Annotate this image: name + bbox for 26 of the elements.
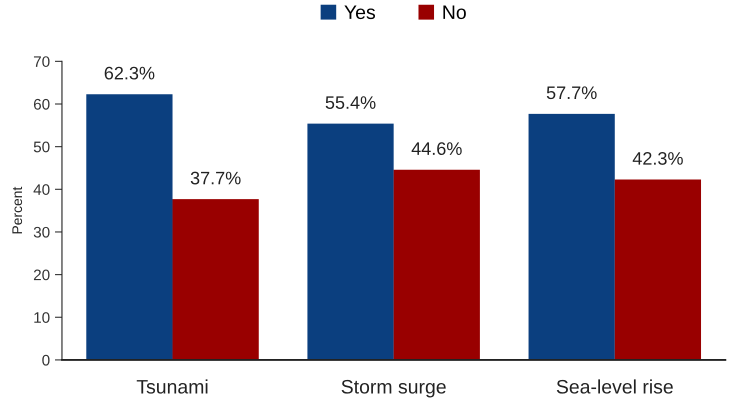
y-tick-label: 30: [34, 226, 50, 238]
y-tick-label: 20: [34, 269, 50, 280]
bar: [172, 199, 259, 360]
bar: [307, 124, 394, 360]
y-tick-label: 0: [42, 354, 50, 366]
data-label: 57.7%: [546, 86, 597, 100]
data-label: 42.3%: [632, 152, 683, 165]
bar: [528, 114, 615, 360]
bar: [394, 170, 480, 360]
data-label: 37.7%: [190, 172, 241, 184]
y-axis-title: Percent: [12, 186, 22, 234]
bar: [614, 180, 702, 360]
x-tick-label: Storm surge: [342, 380, 446, 398]
data-label: 44.6%: [412, 142, 462, 156]
data-label: 62.3%: [104, 66, 154, 80]
y-tick-label: 40: [34, 184, 50, 195]
y-tick-label: 10: [34, 312, 50, 323]
y-tick-label: 50: [34, 142, 50, 152]
legend-label: Yes: [344, 6, 376, 20]
x-tick-label: Sea-level rise: [556, 379, 673, 394]
x-tick-label: Tsunami: [136, 379, 208, 394]
y-tick-label: 60: [34, 98, 50, 110]
y-tick-label: 70: [34, 56, 50, 68]
legend-label: No: [443, 6, 466, 20]
data-label: 55.4%: [326, 96, 376, 109]
bar: [86, 94, 173, 360]
